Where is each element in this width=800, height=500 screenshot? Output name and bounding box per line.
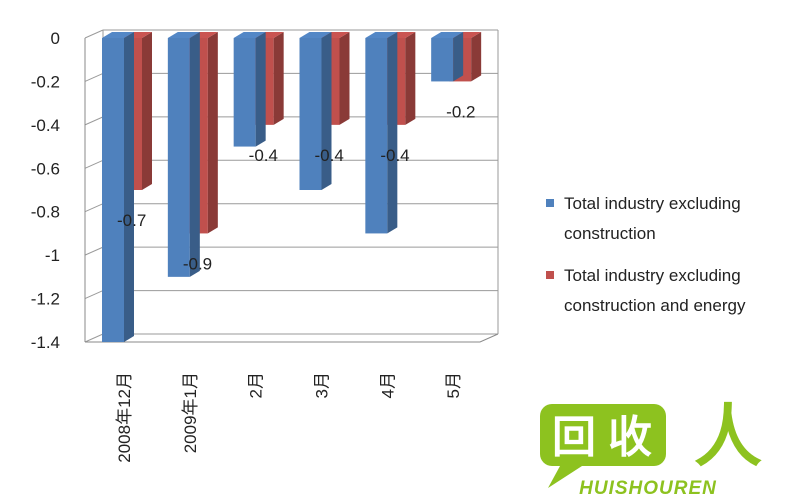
bar-front: [431, 38, 454, 82]
y-tick-label: -0.2: [31, 72, 60, 91]
x-category-label: 2008年12月: [115, 372, 134, 463]
bar: [299, 32, 332, 190]
y-tick-label: 0: [51, 29, 60, 48]
data-label: -0.9: [183, 254, 212, 273]
bar-side: [142, 32, 152, 190]
x-category-label: 2月: [247, 372, 266, 398]
legend-label: construction and energy: [564, 296, 746, 315]
floor-edge: [85, 333, 499, 343]
bar-side: [339, 32, 350, 125]
bar-front: [233, 38, 256, 147]
bar-top: [233, 32, 266, 38]
data-label: -0.2: [446, 102, 475, 121]
bar-top: [102, 32, 134, 38]
bar-side: [471, 32, 482, 82]
legend-entry: Total industry excluding construction: [546, 194, 741, 243]
bar-side: [405, 32, 416, 125]
y-tick-label: -1: [45, 246, 60, 265]
gridline-diagonal: [84, 159, 104, 169]
legend: Total industry excludingconstructionTota…: [546, 194, 746, 315]
y-tick-label: -1.2: [31, 290, 60, 309]
bar-top: [365, 32, 398, 38]
y-tick-labels: 0 -0.2 -0.4 -0.6 -0.8 -1 -1.2 -1.4: [31, 29, 60, 352]
gridline-diagonal: [84, 116, 104, 126]
bar-side: [387, 32, 398, 234]
y-tick-label: -0.6: [31, 159, 60, 178]
data-label: -0.4: [315, 146, 344, 165]
gridline-diagonal: [84, 246, 104, 256]
gridline-diagonal: [84, 290, 104, 300]
data-label: -0.4: [249, 146, 278, 165]
logo-char: 人: [694, 399, 762, 475]
gridline-diagonal: [84, 29, 104, 39]
bar-front: [365, 38, 388, 234]
legend-swatch: [546, 199, 554, 207]
watermark-logo: 回收人 HUISHOUREN: [540, 399, 762, 499]
y-tick-label: -1.4: [31, 333, 60, 352]
bar-front: [167, 38, 190, 277]
gridline-diagonal: [84, 333, 104, 343]
y-tick-label: -0.4: [31, 116, 60, 135]
data-label: -0.4: [380, 146, 409, 165]
x-category-label: 2009年1月: [181, 372, 200, 453]
bar-side: [189, 32, 200, 277]
x-category-labels: 2008年12月 2009年1月 2月 3月 4月 5月: [115, 372, 463, 463]
legend-entry: Total industry excluding construction and…: [546, 266, 746, 315]
logo-text: HUISHOUREN: [579, 478, 717, 499]
logo-box: [540, 404, 666, 466]
bar-front: [102, 38, 124, 342]
bar: [431, 32, 464, 82]
y-tick-label: -0.8: [31, 203, 60, 222]
data-label: -0.7: [117, 211, 146, 230]
bars: [102, 32, 482, 342]
gridline-diagonal: [84, 72, 104, 82]
gridline-diagonal: [84, 203, 104, 213]
bar-side: [207, 32, 218, 234]
bar-top: [167, 32, 200, 38]
legend-label: construction: [564, 224, 656, 243]
legend-label: Total industry excluding: [564, 194, 741, 213]
logo-pointer: [548, 466, 582, 488]
bar-side: [453, 32, 464, 82]
x-category-label: 4月: [378, 372, 397, 398]
legend-label: Total industry excluding: [564, 266, 741, 285]
bar-side: [124, 32, 134, 342]
bar: [365, 32, 398, 234]
legend-swatch: [546, 271, 554, 279]
logo-char: 收: [608, 413, 652, 462]
bar: [167, 32, 200, 277]
bar-top: [299, 32, 332, 38]
data-labels: -0.7 -0.9 -0.4 -0.4 -0.4 -0.2: [117, 102, 475, 273]
bar-top: [431, 32, 464, 38]
bar: [233, 32, 266, 147]
x-category-label: 3月: [313, 372, 332, 398]
bar: [102, 32, 134, 342]
bar-side: [273, 32, 284, 125]
bar-side: [321, 32, 332, 190]
x-category-label: 5月: [444, 372, 463, 398]
bar-side: [255, 32, 266, 147]
logo-char: 回: [552, 413, 596, 462]
bar-front: [299, 38, 322, 190]
